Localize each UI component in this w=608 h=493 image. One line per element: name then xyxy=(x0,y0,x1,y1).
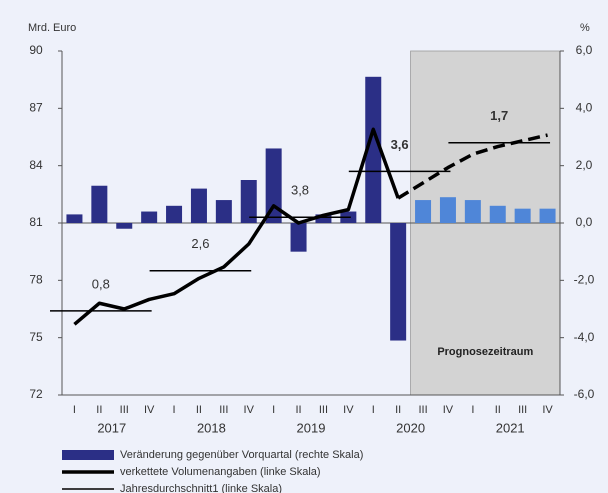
x-tick-label: III xyxy=(518,404,527,416)
y-tick-label: 87 xyxy=(29,101,43,115)
bar xyxy=(116,223,133,229)
x-tick-label: II xyxy=(495,404,501,416)
bar xyxy=(439,197,456,223)
y-tick-label: 81 xyxy=(29,215,43,229)
year-label: 2020 xyxy=(396,420,425,435)
y2-tick-label: 4,0 xyxy=(576,101,593,115)
x-tick-label: I xyxy=(272,404,275,416)
x-tick-label: II xyxy=(196,404,202,416)
x-tick-label: II xyxy=(295,404,301,416)
legend-label: Jahresdurchschnitt1 (linke Skala) xyxy=(120,483,282,493)
bar xyxy=(166,205,183,223)
y-tick-label: 72 xyxy=(29,387,43,401)
forecast-line xyxy=(397,133,548,200)
x-tick-label: I xyxy=(73,404,76,416)
bar xyxy=(215,200,232,223)
x-tick-label: II xyxy=(395,404,401,416)
x-tick-label: III xyxy=(319,404,328,416)
bar xyxy=(290,223,307,252)
y2-tick-label: -4,0 xyxy=(574,330,595,344)
year-label: 2017 xyxy=(97,420,126,435)
x-tick-label: III xyxy=(219,404,228,416)
x-tick-label: III xyxy=(120,404,129,416)
x-tick-label: III xyxy=(418,404,427,416)
x-tick-label: IV xyxy=(144,404,155,416)
line xyxy=(73,127,400,326)
year-label: 2019 xyxy=(297,420,326,435)
x-tick-label: II xyxy=(96,404,102,416)
legend-label: verkettete Volumenangaben (linke Skala) xyxy=(120,466,321,478)
y2-tick-label: -2,0 xyxy=(574,273,595,287)
x-tick-label: I xyxy=(372,404,375,416)
bar xyxy=(415,200,432,223)
y-tick-label: 75 xyxy=(29,330,43,344)
bar xyxy=(66,214,83,223)
bar xyxy=(514,208,531,223)
annual-growth: 2,6 xyxy=(191,236,209,251)
bar xyxy=(390,223,407,341)
y-axis-label: Mrd. Euro xyxy=(28,22,76,34)
annual-growth: 3,6 xyxy=(391,137,409,152)
annual-growth: 0,8 xyxy=(92,276,110,291)
y2-tick-label: 0,0 xyxy=(576,215,593,229)
bar xyxy=(489,205,506,223)
bar xyxy=(365,76,382,223)
legend-swatch xyxy=(62,450,114,460)
bar xyxy=(539,208,556,223)
bar xyxy=(240,180,257,223)
bar xyxy=(141,211,158,223)
bar xyxy=(91,185,108,223)
x-tick-label: IV xyxy=(343,404,354,416)
x-tick-label: IV xyxy=(443,404,454,416)
annual-growth: 3,8 xyxy=(291,183,309,198)
y-tick-label: 90 xyxy=(29,43,43,57)
bar xyxy=(315,214,332,223)
x-tick-label: I xyxy=(471,404,474,416)
y-tick-label: 78 xyxy=(29,273,43,287)
legend-label: Veränderung gegenüber Vorquartal (rechte… xyxy=(120,449,363,461)
y2-tick-label: 2,0 xyxy=(576,158,593,172)
annual-growth: 1,7 xyxy=(490,108,508,123)
x-tick-label: IV xyxy=(244,404,255,416)
bar xyxy=(190,188,207,223)
year-label: 2021 xyxy=(496,420,525,435)
x-tick-label: IV xyxy=(542,404,553,416)
y2-axis-label: % xyxy=(580,22,590,34)
y2-tick-label: 6,0 xyxy=(576,43,593,57)
bar xyxy=(265,148,282,223)
bar xyxy=(464,200,481,223)
y-tick-label: 84 xyxy=(29,158,43,172)
x-tick-label: I xyxy=(173,404,176,416)
y2-tick-label: -6,0 xyxy=(574,387,595,401)
year-label: 2018 xyxy=(197,420,226,435)
forecast-label: Prognosezeitraum xyxy=(437,346,533,358)
